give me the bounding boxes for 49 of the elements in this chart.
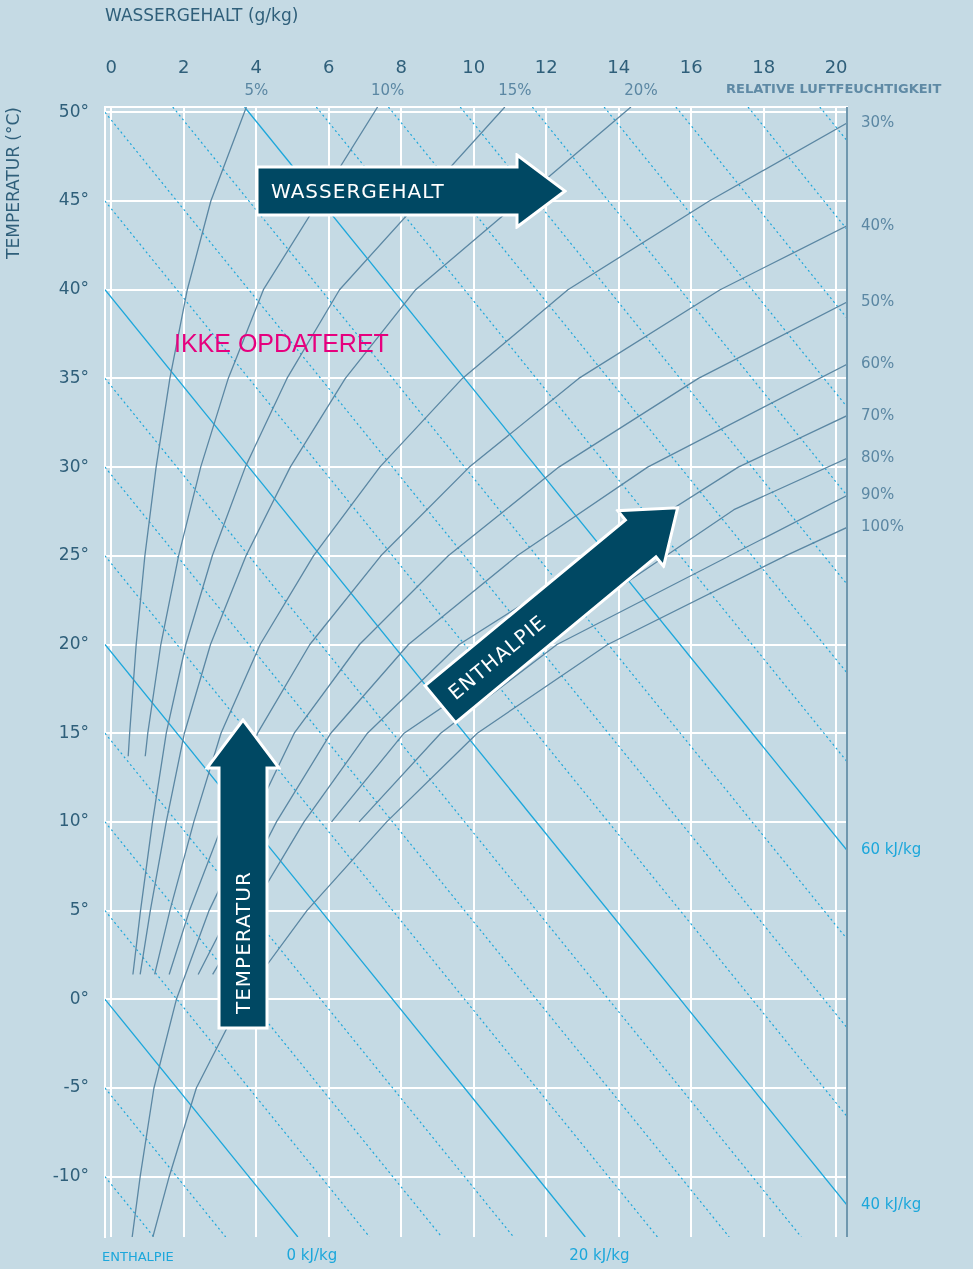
x-tick-label: 2 [177,55,190,77]
x-tick-label: 4 [250,55,262,77]
series-label: 20% [624,81,658,100]
x-tick-label: 0 [105,55,117,77]
series-label: 40% [861,215,895,234]
x-tick-label: 20 [824,55,848,77]
series-label: 60% [861,354,895,373]
y-tick-label: 25° [58,544,89,565]
arrow-icon: WASSERGEHALT [255,153,567,229]
x-tick-label: 6 [322,55,335,77]
y-tick-label: 10° [58,810,89,831]
series-label: 40 kJ/kg [861,1194,922,1213]
series-label: 10% [370,81,405,100]
y-tick-label: 0° [69,987,89,1008]
y-tick-label: -10° [52,1165,89,1186]
y-tick-label: 35° [58,366,89,387]
x-tick-label: 12 [534,55,558,77]
annotation: TEMPERATUR [230,871,256,1014]
x-tick-label: 18 [752,55,776,77]
x-tick-label: 10 [462,55,486,77]
y-tick-label: 45° [58,189,89,210]
x-tick-label: 16 [679,55,703,77]
series-label: 80% [861,448,895,467]
y-tick-label: 15° [58,721,89,742]
x-axis-title: WASSERGEHALT (g/kg) [105,4,299,25]
series-label: 15% [498,81,532,100]
text: ENTHALPIE [102,1249,174,1265]
x-tick-label: 8 [395,55,407,77]
series-label: 50% [861,292,895,311]
series-label: 70% [861,405,895,424]
text: RELATIVE LUFTFEUCHTIGKEIT [726,81,942,97]
y-tick-label: 20° [58,632,89,653]
series-label: 60 kJ/kg [861,840,922,859]
series-label: 30% [861,112,895,131]
y-tick-label: 5° [69,899,89,920]
x-tick-label: 14 [607,55,631,77]
series-label: 90% [861,485,895,504]
y-tick-label: -5° [63,1076,89,1097]
series-label: 0 kJ/kg [286,1246,338,1265]
y-tick-label: 30° [58,455,89,476]
y-tick-label: 40° [58,278,89,299]
series-label: 5% [244,81,269,100]
series-label: 100% [861,517,904,536]
arrow-icon: TEMPERATUR [205,718,281,1030]
annotation: IKKE OPDATERET [174,328,389,357]
y-tick-label: 50° [58,100,89,121]
annotation: WASSERGEHALT [271,178,445,205]
y-axis-title: TEMPERATUR (°C) [2,107,23,260]
series-label: 20 kJ/kg [569,1246,630,1265]
